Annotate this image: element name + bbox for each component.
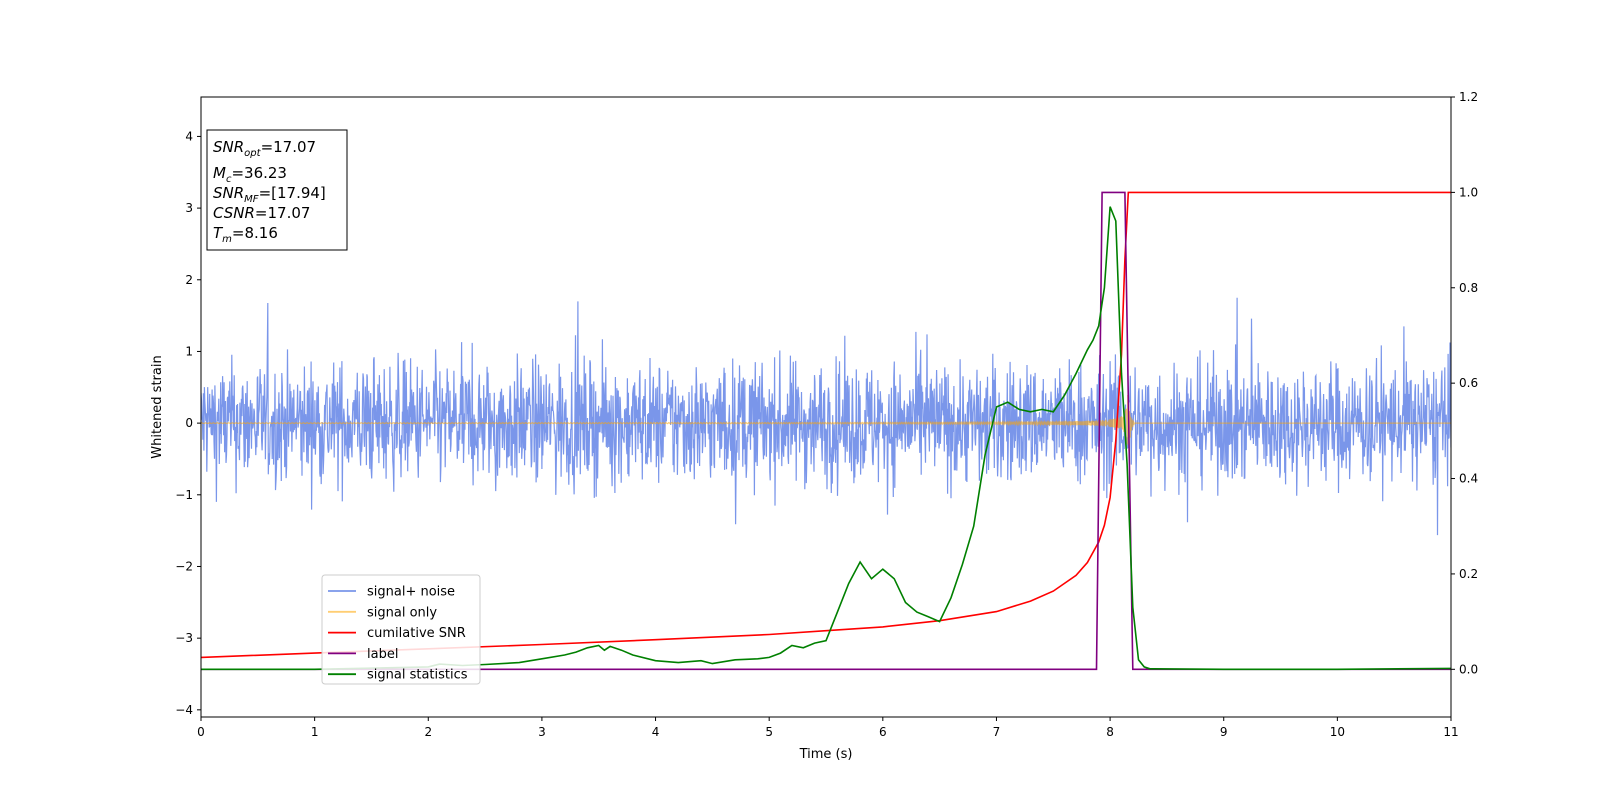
legend-item-cumulative-snr: cumilative SNR	[367, 626, 466, 641]
stats-annotation-frame	[206, 129, 348, 251]
x-tick-label: 0	[197, 725, 205, 739]
x-tick-label: 2	[424, 725, 432, 739]
y2-tick-label: 0.0	[1459, 662, 1478, 676]
legend-item-signal-statistics: signal statistics	[367, 668, 468, 683]
y2-tick-label: 1.0	[1459, 185, 1478, 199]
legend-item-signal-noise: signal+ noise	[367, 585, 455, 600]
y2-tick-label: 0.4	[1459, 472, 1478, 486]
y-axis: −4 −3 −2 −1 0 1 2 3 4	[175, 129, 201, 717]
x-tick-label: 7	[993, 725, 1001, 739]
x-tick-label: 11	[1443, 725, 1458, 739]
stats-annotation-line: SNRopt=17.07	[213, 138, 316, 159]
stats-annotation: SNRopt=17.07 Mc=36.23SNRMF=[17.94]CSNR=17…	[206, 129, 348, 251]
y2-tick-label: 0.8	[1459, 281, 1478, 295]
x-axis: 0 1 2 3 4 5 6 7 8 9 10 11	[197, 717, 1459, 739]
x-tick-label: 1	[311, 725, 319, 739]
stats-annotation-line: CSNR=17.07	[213, 204, 310, 222]
y-tick-label: −2	[175, 559, 193, 573]
y-tick-label: 1	[185, 344, 193, 358]
legend-frame	[321, 574, 481, 685]
signal-only-series	[201, 394, 1451, 452]
y-tick-label: −1	[175, 488, 193, 502]
y-tick-label: 2	[185, 273, 193, 287]
x-tick-label: 3	[538, 725, 546, 739]
signal-only-line	[201, 394, 1451, 452]
cumulative-snr-line	[201, 191, 1451, 659]
x-axis-label: Time (s)	[799, 747, 853, 762]
signal-statistics-line	[201, 206, 1451, 671]
y-tick-label: −3	[175, 631, 193, 645]
stats-annotation-line: SNRMF=[17.94]	[213, 184, 326, 205]
y-tick-label: 0	[185, 416, 193, 430]
plot-frame	[200, 96, 1452, 718]
signal-noise-line	[201, 297, 1451, 536]
legend-item-signal-only: signal only	[367, 605, 437, 620]
x-tick-label: 5	[765, 725, 773, 739]
x-tick-label: 8	[1106, 725, 1114, 739]
y2-tick-label: 1.2	[1459, 90, 1478, 104]
x-tick-label: 10	[1330, 725, 1345, 739]
right-axis-series	[201, 191, 1451, 671]
plot-area	[201, 191, 1451, 671]
x-tick-label: 9	[1220, 725, 1228, 739]
legend: signal+ noise signal only cumilative SNR la…	[321, 574, 481, 685]
stats-annotation-line: Tm=8.16	[213, 224, 278, 245]
y-tick-label: 3	[185, 201, 193, 215]
stats-annotation-line: Mc=36.23	[213, 164, 287, 185]
y2-tick-label: 0.6	[1459, 376, 1478, 390]
y-tick-label: 4	[185, 129, 193, 143]
x-tick-label: 6	[879, 725, 887, 739]
y2-axis: 0.0 0.2 0.4 0.6 0.8 1.0 1.2	[1451, 90, 1478, 676]
y2-tick-label: 0.2	[1459, 567, 1478, 581]
y-axis-label: Whitened strain	[150, 355, 165, 458]
legend-item-label: label	[367, 647, 398, 662]
signal-noise-series	[201, 297, 1451, 536]
y-tick-label: −4	[175, 703, 193, 717]
x-tick-label: 4	[652, 725, 660, 739]
